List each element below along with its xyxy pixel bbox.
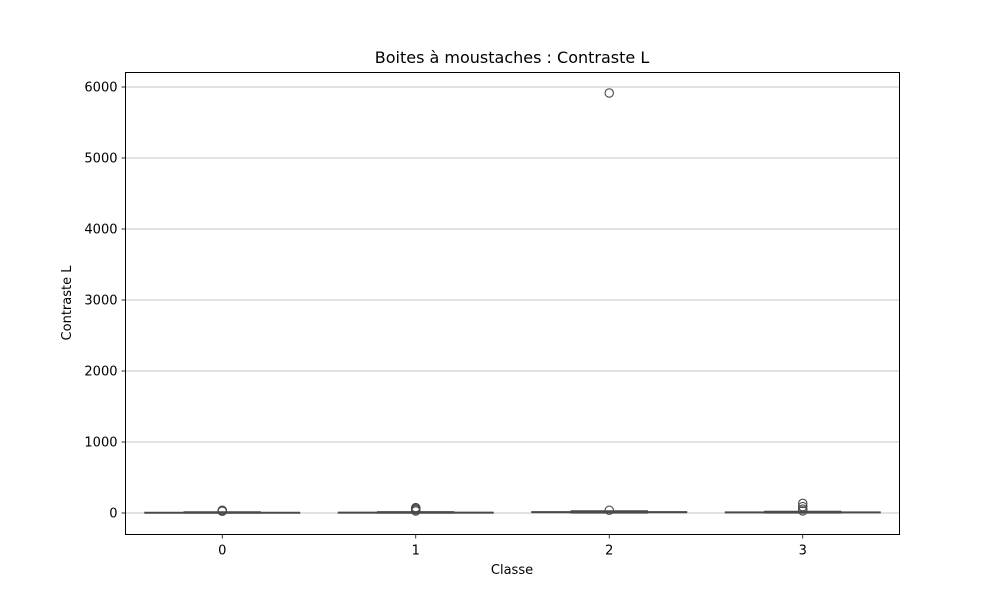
chart-title: Boites à moustaches : Contraste L: [375, 48, 650, 67]
box-plot-2: [531, 88, 688, 516]
x-axis: 0 1 2 3: [218, 534, 807, 559]
y-tick-label: 4000: [84, 223, 117, 238]
y-axis: 0 1000 2000 3000 4000 5000 6000: [84, 81, 126, 522]
y-tick-label: 6000: [84, 81, 117, 96]
y-tick-label: 1000: [84, 436, 117, 451]
box-plot-0: [144, 505, 301, 516]
outlier-point: [217, 505, 228, 516]
y-axis-label: Contraste L: [60, 265, 75, 341]
plot-frame: [125, 72, 900, 535]
x-tick-label: 3: [799, 544, 807, 559]
box-layer: [144, 88, 881, 516]
outlier-point: [797, 504, 808, 514]
y-tick-label: 5000: [84, 152, 117, 167]
x-axis-label: Classe: [491, 563, 533, 578]
outlier-point: [797, 498, 808, 509]
outlier-point: [410, 502, 421, 513]
plot-background: [125, 72, 900, 535]
box-plot-1: [337, 502, 494, 516]
outlier-point: [604, 88, 614, 98]
x-tick-label: 1: [412, 544, 420, 559]
x-tick-label: 0: [218, 544, 226, 559]
box-plot-3: [724, 498, 881, 516]
outlier-point: [604, 505, 614, 516]
y-tick-label: 2000: [84, 365, 117, 380]
grid-layer: [125, 86, 900, 514]
y-tick-label: 3000: [84, 294, 117, 309]
y-tick-label: 0: [109, 507, 117, 522]
outlier-point: [797, 501, 808, 512]
x-tick-label: 2: [605, 544, 613, 559]
